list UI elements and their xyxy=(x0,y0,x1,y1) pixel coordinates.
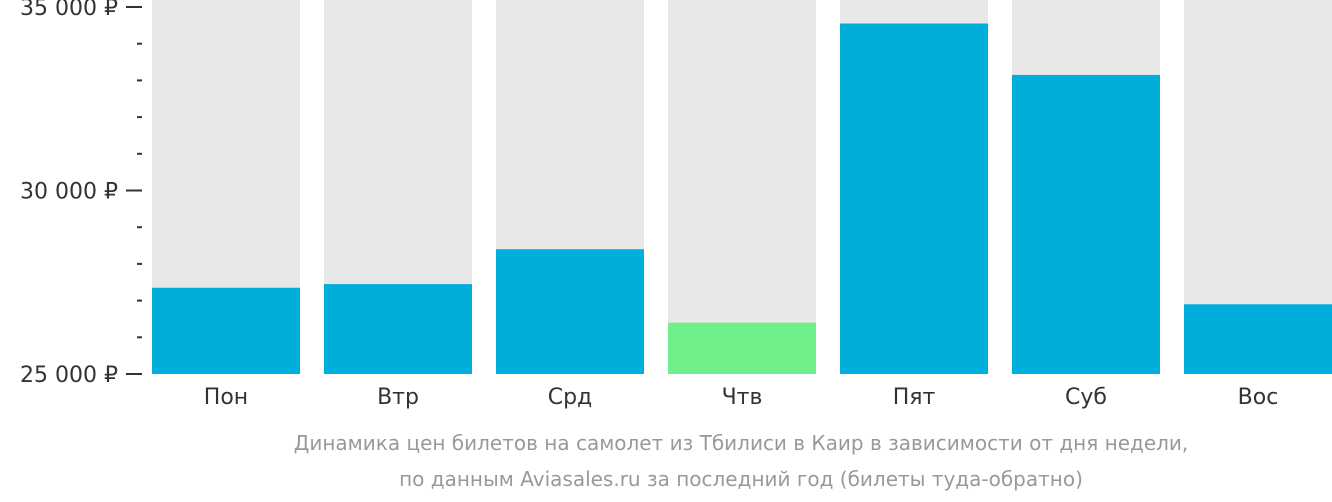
bars xyxy=(152,23,1332,375)
x-tick-label: Пят xyxy=(893,385,936,410)
x-tick-label: Суб xyxy=(1065,385,1107,410)
y-axis: 25 000 ₽ 30 000 ₽ 35 000 ₽ xyxy=(20,0,142,388)
price-by-weekday-chart: 25 000 ₽ 30 000 ₽ 35 000 ₽ Пон Втр Срд Чтв Пят… xyxy=(20,0,1332,410)
x-tick-label: Втр xyxy=(377,385,419,410)
chart-caption-line-2: по данным Aviasales.ru за последний год … xyxy=(399,467,1083,491)
x-tick-label: Вос xyxy=(1238,385,1279,410)
x-tick-label: Чтв xyxy=(722,385,763,410)
x-axis: Пон Втр Срд Чтв Пят Суб Вос xyxy=(204,385,1279,410)
y-tick-label: 30 000 ₽ xyxy=(20,180,118,205)
bar-3 xyxy=(496,249,644,374)
background-column xyxy=(668,0,816,374)
bar-5 xyxy=(840,23,988,374)
y-tick-label: 25 000 ₽ xyxy=(20,363,118,388)
bar-6 xyxy=(1012,74,1160,375)
x-tick-label: Пон xyxy=(204,385,248,410)
bar-7 xyxy=(1184,304,1332,374)
bar-1 xyxy=(152,287,300,374)
chart-caption-line-1: Динамика цен билетов на самолет из Тбили… xyxy=(293,431,1189,455)
y-tick-label: 35 000 ₽ xyxy=(20,0,118,21)
x-tick-label: Срд xyxy=(548,385,593,410)
bar-4 xyxy=(668,322,816,374)
bar-2 xyxy=(324,284,472,374)
